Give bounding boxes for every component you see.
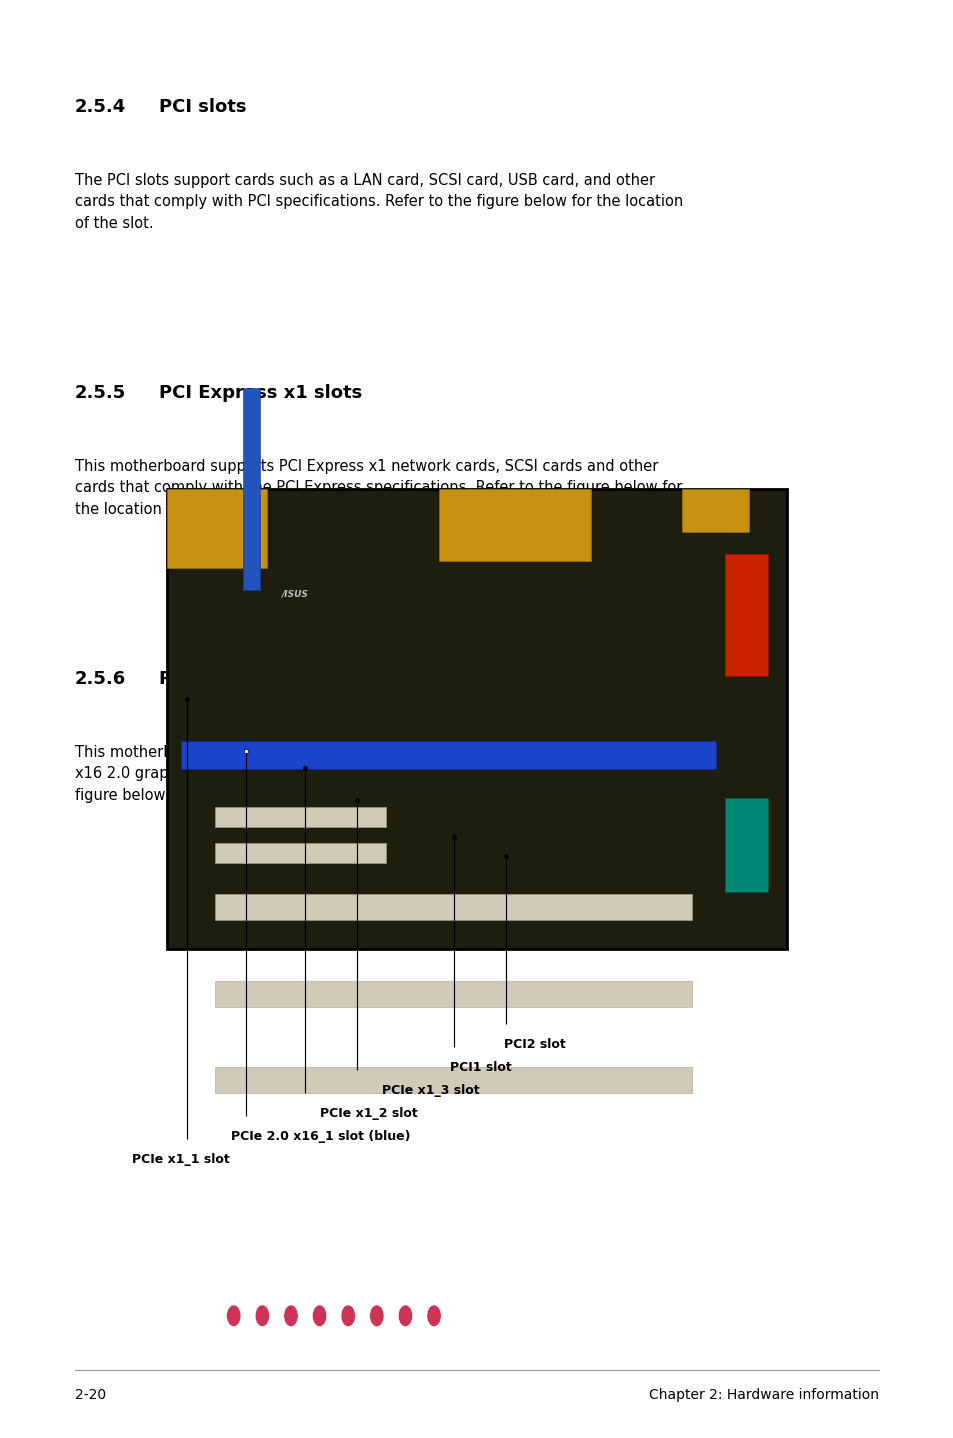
Bar xyxy=(724,798,767,892)
Text: 2.5.6: 2.5.6 xyxy=(75,670,126,689)
Bar xyxy=(214,894,691,920)
Text: PCI1 slot: PCI1 slot xyxy=(450,1061,512,1074)
Circle shape xyxy=(427,1306,440,1327)
Bar xyxy=(214,981,691,1007)
Bar xyxy=(438,489,591,561)
Text: PCI slots: PCI slots xyxy=(159,98,246,116)
Circle shape xyxy=(284,1306,297,1327)
Text: This motherboard has one PCI Express 2.0 x16 slot that supports a PCI Express
x1: This motherboard has one PCI Express 2.0… xyxy=(75,745,662,802)
Text: 2.5.5: 2.5.5 xyxy=(75,384,126,403)
Text: PCIe x1_2 slot: PCIe x1_2 slot xyxy=(319,1107,416,1120)
Text: This motherboard supports PCI Express x1 network cards, SCSI cards and other
car: This motherboard supports PCI Express x1… xyxy=(75,459,681,516)
Circle shape xyxy=(312,1306,326,1327)
Text: PCI Express 2.0 x16 slot: PCI Express 2.0 x16 slot xyxy=(159,670,402,689)
Text: 2.5.4: 2.5.4 xyxy=(75,98,126,116)
Bar xyxy=(724,554,767,676)
Text: PCIe x1_1 slot: PCIe x1_1 slot xyxy=(132,1153,229,1166)
Bar xyxy=(214,1067,691,1093)
Circle shape xyxy=(254,1306,269,1327)
Text: PCI2 slot: PCI2 slot xyxy=(503,1038,565,1051)
Text: /ISUS: /ISUS xyxy=(281,590,308,598)
Circle shape xyxy=(226,1306,240,1327)
Text: Chapter 2: Hardware information: Chapter 2: Hardware information xyxy=(648,1388,878,1402)
Text: PCIe x1_3 slot: PCIe x1_3 slot xyxy=(381,1084,478,1097)
Bar xyxy=(170,493,783,945)
Bar xyxy=(681,489,748,532)
Bar xyxy=(243,388,260,590)
Text: PCI Express x1 slots: PCI Express x1 slots xyxy=(159,384,362,403)
Bar xyxy=(214,807,386,827)
Bar xyxy=(167,489,786,949)
Circle shape xyxy=(341,1306,355,1327)
Bar xyxy=(214,843,386,863)
Text: The PCI slots support cards such as a LAN card, SCSI card, USB card, and other
c: The PCI slots support cards such as a LA… xyxy=(75,173,682,230)
Bar xyxy=(167,489,267,568)
Text: PCIe 2.0 x16_1 slot (blue): PCIe 2.0 x16_1 slot (blue) xyxy=(231,1130,410,1143)
Circle shape xyxy=(398,1306,412,1327)
Text: 2-20: 2-20 xyxy=(75,1388,106,1402)
Bar xyxy=(181,741,715,769)
Circle shape xyxy=(370,1306,383,1327)
